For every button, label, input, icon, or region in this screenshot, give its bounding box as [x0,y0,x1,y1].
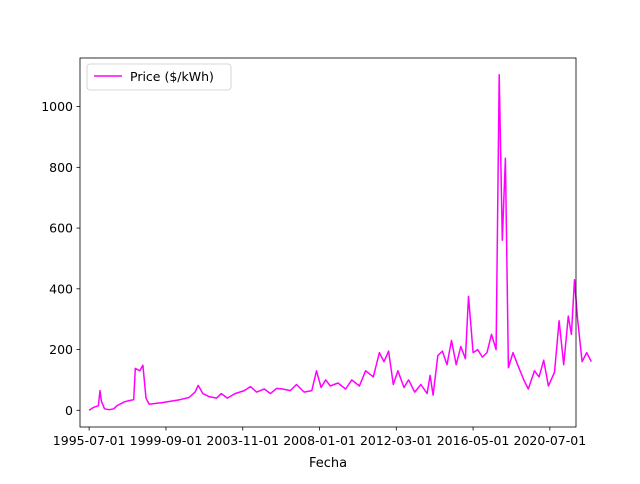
x-tick-label: 2012-03-01 [360,433,433,448]
y-tick-label: 600 [49,221,73,236]
series-line-price [88,73,592,411]
y-tick-label: 1000 [41,99,73,114]
x-tick-label: 2020-07-01 [514,433,587,448]
x-axis-label: Fecha [309,456,347,471]
plot-frame [79,57,577,428]
x-tick-label: 2003-11-01 [206,433,279,448]
y-tick-label: 800 [49,160,73,175]
x-tick-label: 2008-01-01 [283,433,356,448]
legend-label: Price ($/kWh) [130,69,214,84]
y-tick-label: 400 [49,281,73,296]
x-tick-label: 2016-05-01 [437,433,510,448]
x-tick-label: 1999-09-01 [130,433,203,448]
x-tick-label: 1995-07-01 [53,433,126,448]
legend-box [86,63,232,91]
y-tick-label: 200 [49,342,73,357]
plot-area [80,58,576,427]
legend: Price ($/kWh) [86,63,232,91]
y-tick-label: 0 [65,403,73,418]
